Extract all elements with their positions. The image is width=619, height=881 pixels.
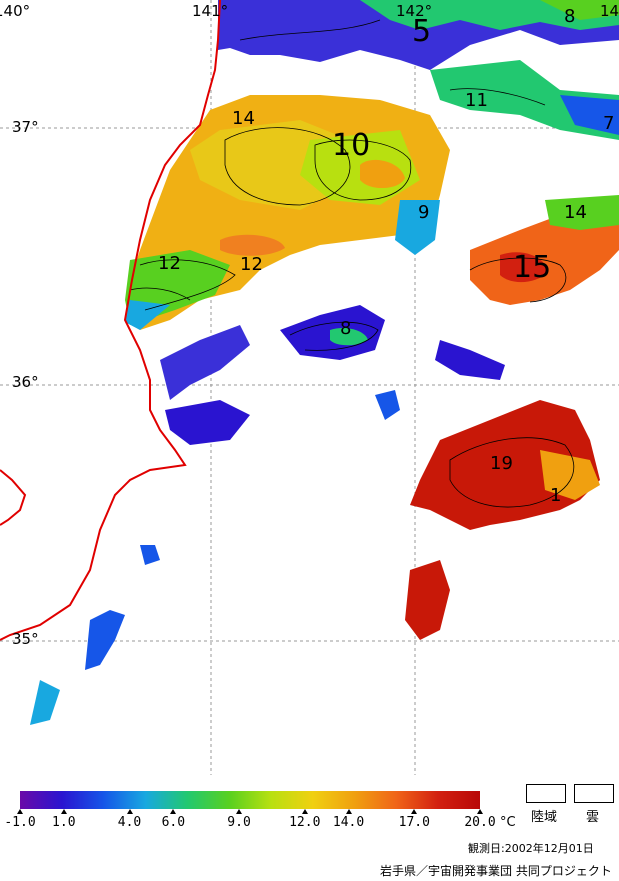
color-bar-tick-label: 1.0 [52,815,76,830]
color-bar-tick-label: 6.0 [161,815,186,830]
isotherm-label: 1 [550,485,562,506]
lat-label-37: 37° [12,118,39,136]
isotherm-label: 8 [340,318,352,339]
land-legend-label: 陸域 [531,810,558,825]
isotherm-label: 12 [158,253,181,274]
credit-text: 岩手県／宇宙開発事業団 共同プロジェクト [380,864,612,878]
isotherm-label: 5 [412,14,432,49]
color-bar-tick-label: -1.0 [4,815,36,830]
color-bar-tick-mark [301,809,308,814]
temperature-color-bar [20,791,480,809]
unit-label: °C [500,815,516,830]
color-bar-tick-label: 14.0 [332,815,365,830]
color-bar-tick-mark [345,809,352,814]
sea-surface-temperature-map [0,0,619,775]
isotherm-label: 8 [564,6,576,27]
color-bar-tick-mark [60,809,67,814]
coastline-bay [0,469,27,526]
lon-label-140: 140° [0,2,31,20]
isotherm-label: 11 [465,90,488,111]
isotherm-label: 10 [332,128,371,163]
color-bar-tick-label: 9.0 [227,815,251,830]
color-bar-tick-mark [126,809,133,814]
sst-patch-south [410,400,600,530]
lat-label-35: 35° [12,630,39,648]
isotherm-label: 9 [418,202,430,223]
isotherm-label: 14 [232,108,255,129]
cloud-legend-label: 雲 [586,810,600,825]
observation-date: 観測日:2002年12月01日 [468,842,594,855]
coastline [0,0,221,641]
color-bar-tick-mark [17,809,23,814]
lon-label-143: 14 [600,2,619,20]
color-bar-tick-label: 12.0 [289,815,321,830]
sst-patch-east [470,210,619,305]
isotherm-label: 15 [513,250,552,285]
isotherm-label: 14 [564,202,587,223]
color-bar-tick-label: 4.0 [117,815,142,830]
lon-label-141: 141° [192,2,229,20]
land-legend-swatch [526,784,566,803]
color-bar-tick-label: 20.0 [464,815,496,830]
color-bar-tick-label: 17.0 [398,815,430,830]
sst-patch-southwest [85,610,125,670]
lat-label-36: 36° [12,373,39,391]
lon-label-142: 142° [396,2,433,20]
cloud-legend-swatch [574,784,614,803]
isotherm-label: 12 [240,254,263,275]
color-bar-tick-mark [170,809,177,814]
isotherm-label: 7 [603,113,615,134]
color-bar-gradient [20,791,480,809]
color-bar-tick-mark [477,809,483,814]
color-bar-tick-mark [236,809,243,814]
isotherms [129,19,575,508]
isotherm-label: 19 [490,453,513,474]
color-bar-tick-mark [411,809,418,814]
